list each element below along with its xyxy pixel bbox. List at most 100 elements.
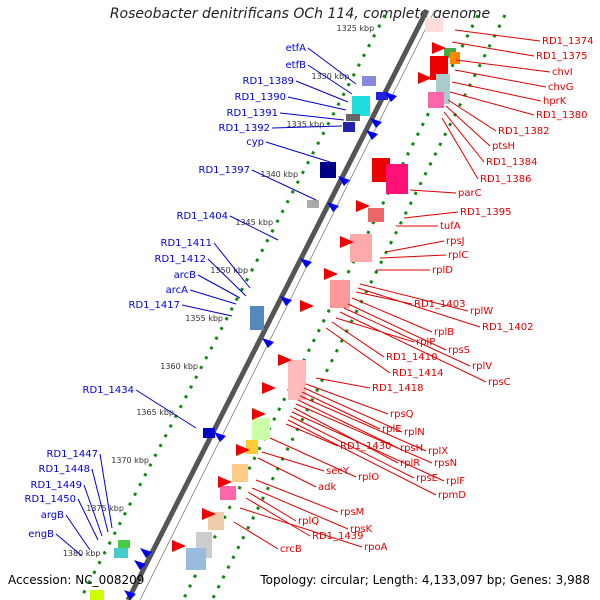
right-gene-label: RD1_1439	[312, 531, 363, 542]
right-gene-label: rplV	[472, 361, 492, 372]
right-gene-label: RD1_1403	[414, 299, 465, 310]
kbp-tick-label: 1330 kbp	[311, 72, 349, 81]
left-gene-label: RD1_1412	[155, 254, 206, 265]
left-gene-label: RD1_1392	[219, 123, 270, 134]
left-label-leader	[99, 453, 113, 529]
gene-feature-right-2	[450, 52, 460, 64]
gene-arrow-right-8	[252, 408, 266, 420]
right-gene-label: rpsC	[488, 377, 511, 388]
right-gene-label: crcB	[280, 544, 302, 555]
right-gene-label: rplR	[400, 458, 420, 469]
kbp-tick-label: 1325 kbp	[337, 24, 375, 33]
gene-arrow-right-0	[432, 42, 446, 54]
right-gene-label: rplD	[432, 265, 453, 276]
gene-feature-right-5	[428, 92, 444, 108]
right-gene-label: rplQ	[298, 516, 319, 527]
right-label-leader	[257, 457, 317, 488]
right-label-leader	[315, 377, 371, 389]
left-label-leader	[207, 258, 247, 297]
right-gene-label: chvG	[548, 82, 574, 93]
gene-arrow-right-1	[418, 72, 432, 84]
right-gene-label: RD1_1386	[480, 174, 531, 185]
right-gene-label: rpsN	[434, 458, 457, 469]
gene-arrow-right-2	[356, 200, 370, 212]
gene-arrow-left-6	[280, 296, 292, 306]
right-gene-label: rplN	[404, 427, 425, 438]
right-gene-label: RD1_1375	[536, 51, 587, 62]
right-gene-label: RD1_1410	[386, 352, 437, 363]
right-label-leader	[291, 411, 445, 482]
accession-text: Accession: NC_008209	[8, 573, 145, 587]
gene-arrow-left-8	[214, 432, 226, 442]
gene-arrow-right-10	[218, 476, 232, 488]
left-label-leader	[279, 112, 345, 121]
gene-feature-right-10	[330, 280, 350, 308]
gene-feature-right-11	[288, 360, 306, 400]
right-gene-label: rplW	[470, 306, 493, 317]
kbp-tick-label: 1345 kbp	[235, 218, 273, 227]
gene-feature-right-18	[186, 548, 206, 570]
right-gene-label: rpsQ	[390, 409, 414, 420]
right-label-leader	[335, 317, 415, 343]
map-title: Roseobacter denitrificans OCh 114, compl…	[109, 6, 491, 22]
right-gene-label: parC	[458, 188, 482, 199]
gene-arrow-left-5	[300, 258, 312, 268]
gene-arrow-left-3	[338, 176, 350, 186]
right-gene-label: rpoA	[364, 542, 388, 553]
gene-feature-left-5	[320, 162, 336, 178]
right-gene-label: RD1_1374	[542, 36, 593, 47]
gene-feature-left-7	[250, 306, 264, 330]
right-label-leader	[443, 111, 485, 163]
left-label-leader	[83, 484, 103, 537]
left-gene-label: RD1_1447	[47, 449, 98, 460]
left-gene-label: RD1_1417	[129, 300, 180, 311]
right-label-leader	[331, 321, 385, 358]
right-gene-label: rplX	[428, 446, 448, 457]
right-label-leader	[325, 327, 391, 374]
left-label-leader	[229, 215, 279, 241]
left-gene-label: etfA	[286, 43, 307, 54]
left-gene-label: RD1_1404	[177, 211, 228, 222]
right-label-leader	[287, 419, 437, 496]
kbp-tick-label: 1375 kbp	[86, 504, 124, 513]
left-label-leader	[287, 96, 347, 111]
right-label-leader	[295, 403, 433, 464]
right-label-leader	[359, 283, 469, 312]
gene-arrow-left-10	[134, 560, 146, 570]
right-gene-label: hprK	[543, 96, 567, 107]
gene-arrow-left-2	[366, 130, 378, 140]
kbp-tick-label: 1360 kbp	[160, 362, 198, 371]
gene-feature-right-14	[232, 464, 248, 482]
right-label-leader	[245, 497, 311, 537]
kbp-tick-label: 1340 kbp	[260, 170, 298, 179]
right-label-leader	[261, 451, 325, 472]
right-label-leader	[339, 311, 487, 383]
gene-feature-right-16	[208, 512, 224, 530]
right-gene-label: rpsH	[400, 443, 423, 454]
kbp-tick-label: 1365 kbp	[136, 408, 174, 417]
left-label-leader	[307, 47, 357, 85]
right-gene-label: rpsK	[350, 524, 373, 535]
left-label-leader	[181, 304, 233, 317]
right-label-leader	[289, 415, 415, 479]
left-gene-label: RD1_1389	[243, 76, 294, 87]
left-label-leader	[189, 289, 237, 305]
right-label-leader	[409, 189, 457, 194]
right-label-leader	[305, 383, 389, 415]
left-gene-label: RD1_1450	[25, 494, 76, 505]
gene-feature-left-1	[376, 92, 388, 100]
left-label-leader	[91, 468, 109, 533]
right-label-leader	[343, 307, 471, 367]
right-label-leader	[441, 117, 479, 180]
gene-feature-right-0	[425, 18, 443, 32]
left-label-leader	[307, 64, 353, 95]
right-gene-label: rpmD	[438, 490, 466, 501]
gene-feature-left-8	[203, 428, 215, 438]
right-label-leader	[299, 395, 427, 452]
right-gene-label: RD1_1430	[340, 441, 391, 452]
right-gene-label: rplE	[382, 424, 402, 435]
left-gene-label: RD1_1391	[227, 108, 278, 119]
right-gene-label: RD1_1380	[536, 110, 587, 121]
right-label-leader	[451, 81, 542, 102]
